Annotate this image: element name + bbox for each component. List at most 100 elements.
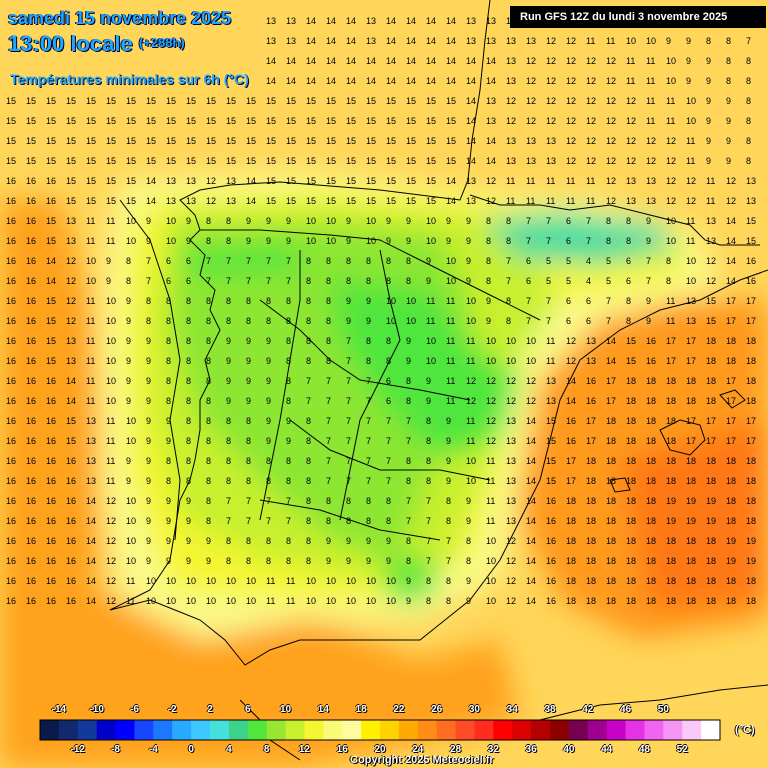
grid-value: 6 (186, 256, 191, 266)
grid-value: 4 (586, 276, 591, 286)
grid-value: 8 (226, 456, 231, 466)
grid-value: 16 (26, 196, 36, 206)
grid-value: 18 (666, 576, 676, 586)
grid-value: 8 (186, 316, 191, 326)
grid-value: 9 (266, 376, 271, 386)
grid-value: 14 (266, 76, 276, 86)
colorbar-swatch (474, 720, 494, 740)
grid-value: 8 (446, 596, 451, 606)
grid-value: 13 (546, 396, 556, 406)
grid-value: 9 (406, 236, 411, 246)
grid-value: 18 (746, 356, 756, 366)
grid-value: 8 (306, 336, 311, 346)
grid-value: 9 (226, 376, 231, 386)
grid-value: 15 (186, 136, 196, 146)
grid-value: 15 (286, 156, 296, 166)
grid-value: 17 (706, 416, 716, 426)
grid-value: 10 (666, 56, 676, 66)
grid-value: 10 (486, 556, 496, 566)
grid-value: 12 (526, 116, 536, 126)
grid-value: 16 (6, 276, 16, 286)
grid-value: 18 (686, 556, 696, 566)
grid-value: 18 (646, 496, 656, 506)
grid-value: 9 (486, 316, 491, 326)
grid-value: 5 (606, 256, 611, 266)
grid-value: 9 (106, 256, 111, 266)
grid-value: 12 (526, 396, 536, 406)
grid-value: 11 (446, 396, 455, 406)
grid-value: 18 (666, 476, 676, 486)
grid-value: 18 (606, 576, 616, 586)
grid-value: 15 (246, 116, 256, 126)
grid-value: 9 (466, 496, 471, 506)
grid-value: 12 (486, 176, 496, 186)
grid-value: 12 (466, 396, 476, 406)
grid-value: 8 (306, 416, 311, 426)
grid-value: 9 (406, 356, 411, 366)
grid-value: 15 (546, 476, 556, 486)
grid-value: 6 (626, 276, 631, 286)
grid-value: 8 (746, 116, 751, 126)
grid-value: 7 (246, 496, 251, 506)
grid-value: 8 (726, 56, 731, 66)
grid-value: 9 (266, 356, 271, 366)
grid-value: 8 (206, 336, 211, 346)
grid-value: 16 (26, 236, 36, 246)
grid-value: 8 (446, 576, 451, 586)
colorbar-swatch (40, 720, 60, 740)
grid-value: 11 (106, 216, 115, 226)
grid-value: 14 (566, 396, 576, 406)
grid-value: 9 (166, 436, 171, 446)
grid-value: 15 (46, 136, 56, 146)
grid-value: 7 (426, 496, 431, 506)
grid-value: 7 (386, 416, 391, 426)
grid-value: 18 (626, 436, 636, 446)
grid-value: 13 (746, 196, 756, 206)
grid-value: 16 (46, 536, 56, 546)
colorbar-label-bottom: -8 (111, 744, 120, 755)
grid-value: 8 (386, 516, 391, 526)
grid-value: 12 (486, 436, 496, 446)
grid-value: 7 (146, 256, 151, 266)
grid-value: 7 (346, 476, 351, 486)
grid-value: 6 (386, 376, 391, 386)
grid-value: 18 (626, 596, 636, 606)
grid-value: 15 (386, 196, 396, 206)
grid-value: 15 (426, 196, 436, 206)
grid-value: 15 (366, 96, 376, 106)
grid-value: 18 (726, 516, 736, 526)
grid-value: 10 (666, 236, 676, 246)
grid-value: 16 (26, 356, 36, 366)
grid-value: 13 (626, 176, 636, 186)
grid-value: 18 (726, 476, 736, 486)
grid-value: 8 (206, 516, 211, 526)
grid-value: 18 (626, 576, 636, 586)
grid-value: 12 (506, 116, 516, 126)
colorbar-border (39, 719, 721, 741)
grid-value: 12 (66, 316, 76, 326)
grid-value: 9 (426, 396, 431, 406)
grid-value: 9 (146, 336, 151, 346)
grid-value: 12 (546, 76, 556, 86)
colorbar-label-top: 30 (468, 704, 480, 715)
grid-value: 9 (406, 216, 411, 226)
grid-value: 11 (646, 56, 655, 66)
grid-value: 13 (526, 36, 536, 46)
grid-value: 9 (706, 76, 711, 86)
colorbar-label-bottom: 12 (298, 744, 310, 755)
grid-value: 18 (706, 456, 716, 466)
grid-value: 16 (46, 496, 56, 506)
grid-value: 13 (686, 316, 696, 326)
grid-value: 18 (606, 496, 616, 506)
grid-value: 18 (626, 476, 636, 486)
colorbar-label-bottom: 20 (374, 744, 386, 755)
grid-value: 18 (746, 476, 756, 486)
grid-value: 9 (266, 416, 271, 426)
grid-value: 8 (206, 416, 211, 426)
grid-value: 10 (326, 576, 336, 586)
grid-value: 10 (686, 276, 696, 286)
grid-value: 7 (406, 496, 411, 506)
colorbar-swatch (266, 720, 287, 740)
grid-value: 6 (566, 236, 571, 246)
grid-value: 11 (526, 196, 535, 206)
